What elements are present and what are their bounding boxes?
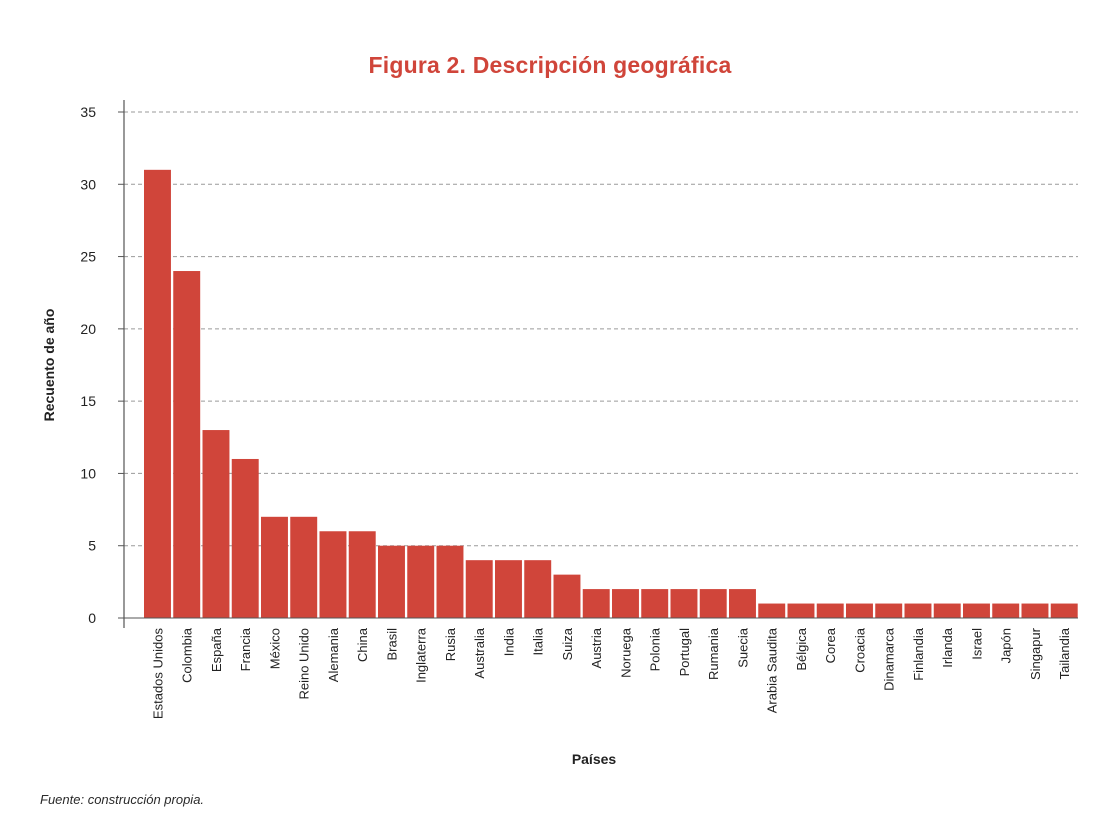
x-tick-label: Brasil — [384, 628, 399, 661]
x-tick-label: España — [209, 627, 224, 672]
x-tick-label: Francia — [238, 627, 253, 671]
bar — [729, 589, 756, 618]
x-tick-label: Rumania — [706, 627, 721, 680]
x-tick-label: India — [501, 627, 516, 656]
x-tick-label: Dinamarca — [882, 627, 897, 691]
x-tick-label: Bélgica — [794, 627, 809, 670]
bar — [290, 516, 318, 618]
x-tick-label: Italia — [531, 627, 546, 655]
x-tick-label: Portugal — [677, 628, 692, 677]
bar — [319, 531, 347, 618]
x-tick-label: Noruega — [618, 627, 633, 678]
bar — [524, 560, 552, 618]
x-tick-label: Finlandia — [911, 627, 926, 681]
y-tick-label: 20 — [80, 321, 96, 337]
bar — [553, 574, 581, 618]
x-tick-label: Japón — [999, 628, 1014, 663]
x-tick-label: México — [267, 628, 282, 669]
y-tick-label: 10 — [80, 465, 96, 481]
bar — [173, 271, 201, 618]
y-tick-label: 5 — [88, 538, 96, 554]
bar — [378, 545, 405, 618]
x-tick-label: Reino Unido — [297, 628, 312, 700]
x-tick-label: China — [355, 627, 370, 662]
bar — [963, 603, 990, 618]
bar — [846, 603, 873, 618]
x-tick-label: Inglaterra — [414, 627, 429, 683]
x-tick-label: Arabia Saudita — [765, 627, 780, 713]
x-tick-label: Estados Unidos — [150, 628, 165, 720]
bar — [787, 603, 815, 618]
y-tick-label: 15 — [80, 393, 96, 409]
x-tick-label: Austria — [589, 627, 604, 668]
bar — [992, 603, 1020, 618]
source-note: Fuente: construcción propia. — [40, 792, 205, 807]
bar — [1050, 603, 1078, 618]
y-axis-title: Recuento de año — [41, 309, 57, 422]
x-tick-label: Irlanda — [940, 627, 955, 668]
bar — [933, 603, 961, 618]
bar — [699, 589, 727, 618]
y-tick-label: 30 — [80, 176, 96, 192]
y-tick-label: 25 — [80, 249, 96, 265]
bar — [495, 560, 522, 618]
bar — [612, 589, 639, 618]
x-tick-label: Polonia — [648, 627, 663, 671]
x-tick-label: Croacia — [852, 627, 867, 673]
x-tick-label: Suiza — [560, 627, 575, 660]
x-tick-label: Israel — [969, 628, 984, 660]
x-tick-label: Corea — [823, 627, 838, 663]
x-tick-label: Tailandia — [1057, 627, 1072, 679]
x-tick-label: Alemania — [326, 627, 341, 682]
bar — [816, 603, 844, 618]
chart-title: Figura 2. Descripción geográfica — [368, 52, 732, 78]
bar — [407, 545, 435, 618]
bar — [582, 589, 610, 618]
bar — [875, 603, 903, 618]
bar — [261, 516, 288, 618]
bar — [231, 458, 259, 618]
bar — [436, 545, 464, 618]
bar — [670, 589, 698, 618]
bar — [1021, 603, 1049, 618]
bar — [904, 603, 932, 618]
y-tick-label: 35 — [80, 104, 96, 120]
bar — [641, 589, 669, 618]
bar — [758, 603, 786, 618]
x-tick-label: Colombia — [180, 627, 195, 683]
x-tick-label: Suecia — [735, 627, 750, 668]
x-axis-title: Países — [572, 751, 617, 767]
x-tick-label: Singapur — [1028, 627, 1043, 680]
x-tick-label: Rusia — [443, 627, 458, 661]
y-tick-label: 0 — [88, 610, 96, 626]
bar — [465, 560, 493, 618]
bar — [144, 169, 171, 619]
bar — [202, 430, 230, 618]
x-tick-label: Australia — [472, 627, 487, 678]
bar — [348, 531, 376, 618]
